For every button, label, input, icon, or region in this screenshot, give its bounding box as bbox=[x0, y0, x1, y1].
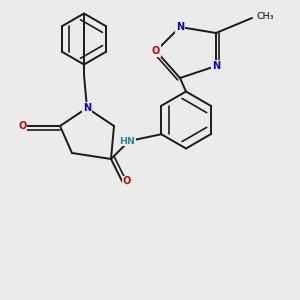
Text: O: O bbox=[18, 121, 27, 131]
Text: O: O bbox=[152, 46, 160, 56]
Text: CH₃: CH₃ bbox=[256, 12, 274, 21]
Text: N: N bbox=[176, 22, 184, 32]
Text: N: N bbox=[212, 61, 220, 71]
Text: N: N bbox=[83, 103, 91, 113]
Text: O: O bbox=[122, 176, 131, 187]
Text: HN: HN bbox=[119, 136, 136, 146]
